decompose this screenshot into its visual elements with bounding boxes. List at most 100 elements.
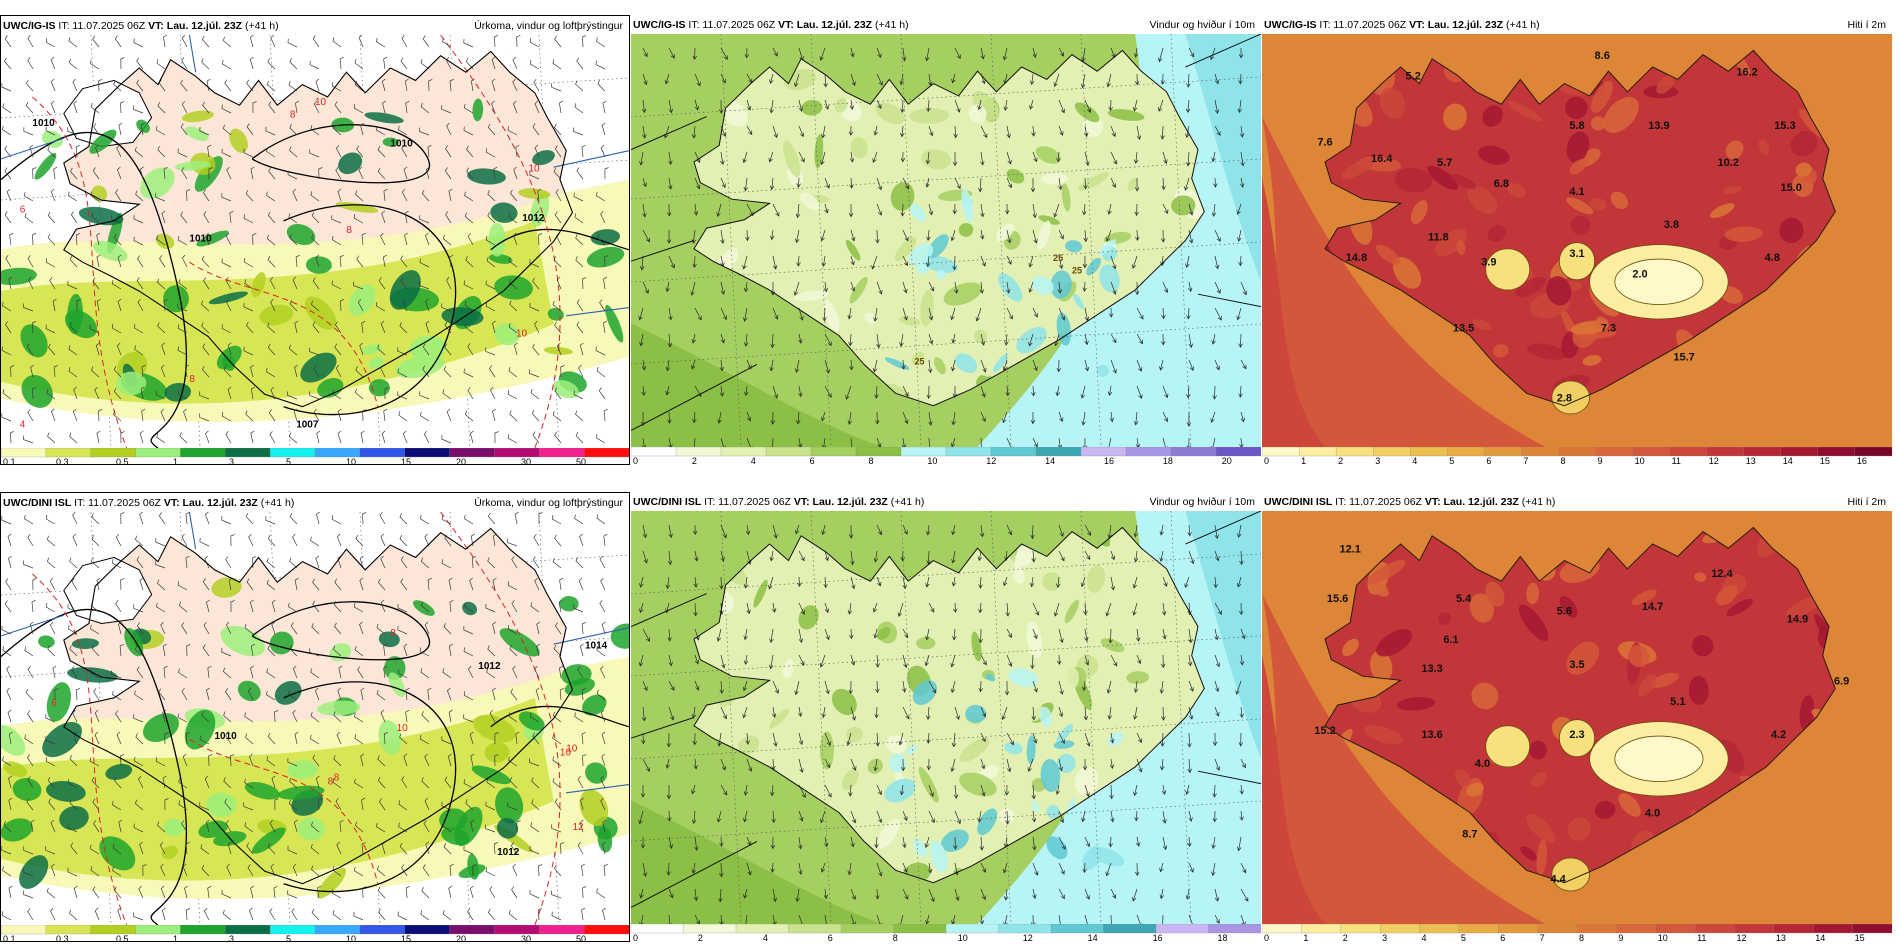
westfjords bbox=[63, 79, 153, 148]
wind-arrow bbox=[746, 125, 753, 136]
wind-barb bbox=[54, 688, 59, 701]
wind-arrow bbox=[694, 914, 701, 924]
wind-barb bbox=[142, 864, 147, 877]
wind-arrow bbox=[1084, 628, 1089, 642]
wind-arrow bbox=[691, 784, 696, 795]
meridian bbox=[1197, 293, 1261, 308]
wind-arrow bbox=[1005, 810, 1010, 825]
wind-barb bbox=[96, 232, 101, 246]
map-temp[interactable]: 8.6 5.2 16.2 7.6 16.4 5.7 5.8 13.9 15.3 6.8 10.2 4.… bbox=[1262, 34, 1892, 447]
wind-arrow bbox=[694, 654, 700, 665]
shade-area bbox=[229, 128, 248, 153]
isobar bbox=[251, 601, 431, 661]
wind-arrow bbox=[746, 203, 754, 217]
wind-barb bbox=[508, 323, 518, 334]
wind-barb bbox=[463, 368, 474, 378]
wind-arrow bbox=[1006, 437, 1014, 447]
init-time: IT: 11.07.2025 06Z bbox=[1319, 19, 1407, 31]
wind-barb bbox=[134, 345, 144, 356]
wind-barb bbox=[51, 408, 56, 422]
temp-value: 5.7 bbox=[1437, 157, 1452, 169]
temp-value: 15.6 bbox=[1327, 593, 1348, 605]
wind-arrow bbox=[902, 47, 907, 62]
wind-arrow bbox=[821, 524, 826, 536]
panel-top-wind: UWC/IG-IS IT: 11.07.2025 06Z VT: Lau. 12… bbox=[631, 15, 1261, 465]
shade-area bbox=[1467, 186, 1498, 214]
wind-barb bbox=[487, 557, 496, 569]
wind-arrow bbox=[1136, 307, 1144, 320]
wind-barb bbox=[534, 100, 540, 114]
wind-barb bbox=[225, 731, 232, 745]
wind-arrow bbox=[902, 836, 907, 849]
wind-barb bbox=[331, 82, 342, 92]
wind-arrow bbox=[953, 836, 958, 850]
wind-barb bbox=[333, 755, 342, 767]
wind-barb bbox=[532, 732, 540, 745]
colorbar-tick: 12 bbox=[1737, 933, 1747, 942]
wind-arrow bbox=[1240, 914, 1246, 924]
shade-area bbox=[174, 161, 211, 171]
wind-arrow bbox=[1084, 125, 1089, 138]
wind-arrow bbox=[1003, 576, 1008, 587]
map-temp[interactable]: 12.1 15.6 5.4 12.4 5.6 14.7 6.1 14.9 13.3 3.5 6.9 5… bbox=[1262, 511, 1892, 924]
wind-arrow bbox=[640, 785, 646, 798]
wind-barb bbox=[113, 365, 122, 378]
wind-barb bbox=[310, 734, 320, 745]
wind-barb bbox=[163, 665, 168, 679]
wind-arrow bbox=[798, 810, 804, 822]
map-wind[interactable]: 25 25 25 bbox=[631, 34, 1261, 447]
isotherms bbox=[32, 35, 561, 448]
shade-area bbox=[1375, 244, 1400, 265]
map-wind[interactable] bbox=[631, 511, 1261, 924]
wind-barb bbox=[67, 280, 78, 290]
wind-barb bbox=[485, 603, 496, 613]
colorbar-tick: 4 bbox=[1412, 456, 1417, 465]
shade-area bbox=[1471, 319, 1493, 330]
map-precip[interactable]: 1010 1010 1012 1007 1010 10 10 8 10 8 6 4 8 bbox=[1, 35, 631, 448]
colorbar-tick: 2 bbox=[698, 933, 703, 942]
map-precip[interactable]: 1010 1012 1012 1014 10 10 8 8 6 12 10 8 bbox=[1, 512, 631, 925]
shade-area bbox=[1627, 645, 1650, 668]
shade-area bbox=[1710, 203, 1735, 218]
wind-barb bbox=[250, 665, 254, 679]
wind-barb bbox=[90, 668, 100, 679]
wind-barb bbox=[53, 166, 58, 180]
colorbar-tick: 14 bbox=[1045, 456, 1055, 465]
wind-barb bbox=[161, 342, 166, 356]
wind-barb bbox=[70, 842, 78, 855]
wind-arrow bbox=[770, 862, 775, 873]
wind-arrow bbox=[641, 99, 647, 114]
wind-arrow bbox=[951, 732, 957, 748]
wind-barb bbox=[268, 167, 276, 180]
wind-arrow bbox=[1184, 177, 1190, 191]
wind-barb bbox=[267, 343, 276, 356]
wind-barb bbox=[491, 56, 496, 70]
wind-barb bbox=[399, 322, 408, 334]
wind-arrow bbox=[849, 151, 855, 163]
temp-value: 5.4 bbox=[1456, 593, 1472, 605]
wind-arrow bbox=[1186, 307, 1191, 320]
wind-arrow bbox=[719, 914, 724, 924]
colorbar-tick: 12 bbox=[986, 456, 996, 465]
colorbar-tick: 30 bbox=[521, 457, 531, 466]
wind-barb bbox=[574, 514, 584, 525]
wind-barb bbox=[485, 236, 496, 246]
wind-barb bbox=[529, 170, 540, 180]
wind-arrow bbox=[1239, 706, 1244, 719]
wind-barb bbox=[463, 625, 474, 635]
wind-barb bbox=[134, 535, 144, 547]
wind-barb bbox=[309, 391, 320, 400]
wind-barb bbox=[90, 844, 100, 855]
wind-arrow bbox=[720, 47, 728, 61]
wind-arrow bbox=[980, 411, 986, 423]
wind-arrow bbox=[1210, 437, 1216, 447]
colorbar-tick: 3 bbox=[229, 457, 234, 466]
wind-arrow bbox=[1186, 437, 1192, 447]
wind-arrow bbox=[746, 437, 753, 447]
meridian bbox=[1, 137, 64, 160]
wind-arrow bbox=[1240, 281, 1248, 296]
wind-arrow bbox=[1030, 411, 1036, 425]
wind-barb bbox=[292, 276, 298, 290]
wind-arrow bbox=[1083, 177, 1088, 190]
wind-barb bbox=[359, 577, 364, 591]
